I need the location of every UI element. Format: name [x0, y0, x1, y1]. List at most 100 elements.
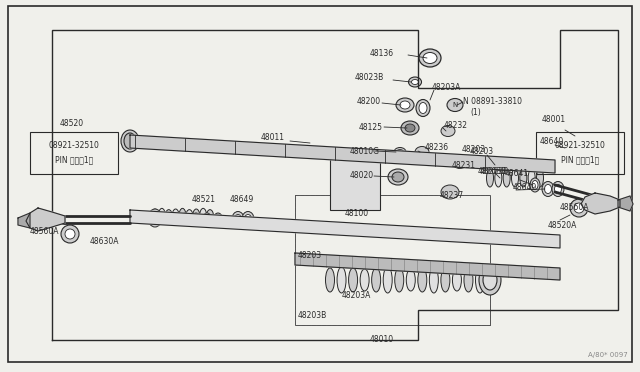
- Text: PIN ビン〈1〉: PIN ビン〈1〉: [55, 155, 93, 164]
- Ellipse shape: [545, 185, 552, 193]
- Ellipse shape: [464, 268, 473, 292]
- Text: 48640: 48640: [540, 138, 564, 147]
- Bar: [295, 195, 490, 325]
- Ellipse shape: [346, 160, 364, 176]
- Circle shape: [61, 225, 79, 243]
- Ellipse shape: [207, 210, 214, 222]
- Text: 48010G: 48010G: [350, 147, 380, 155]
- Ellipse shape: [483, 270, 497, 290]
- Ellipse shape: [419, 103, 427, 113]
- Ellipse shape: [408, 77, 422, 87]
- Text: (1): (1): [470, 109, 481, 118]
- Ellipse shape: [179, 208, 186, 224]
- Ellipse shape: [383, 267, 392, 293]
- Ellipse shape: [536, 169, 543, 187]
- Circle shape: [574, 203, 584, 213]
- Bar: [330, 155, 380, 210]
- Text: 48560A: 48560A: [30, 228, 60, 237]
- Text: 48641: 48641: [505, 169, 529, 177]
- Ellipse shape: [395, 268, 404, 292]
- Bar: [295, 195, 490, 325]
- Text: 48649: 48649: [513, 183, 537, 192]
- Text: 48125: 48125: [359, 122, 383, 131]
- Text: N 08891-33810: N 08891-33810: [463, 97, 522, 106]
- Text: 48203A: 48203A: [432, 83, 461, 93]
- Polygon shape: [618, 196, 633, 211]
- Ellipse shape: [200, 208, 207, 224]
- Ellipse shape: [554, 185, 561, 193]
- Text: 48203B: 48203B: [480, 167, 509, 176]
- Ellipse shape: [172, 209, 179, 223]
- Text: A/80* 0097: A/80* 0097: [588, 352, 628, 358]
- Ellipse shape: [400, 101, 410, 109]
- Ellipse shape: [372, 268, 381, 292]
- Ellipse shape: [401, 121, 419, 135]
- Ellipse shape: [452, 269, 461, 291]
- Text: 48203: 48203: [462, 145, 486, 154]
- Text: 48521: 48521: [192, 196, 216, 205]
- Ellipse shape: [416, 99, 430, 116]
- Ellipse shape: [339, 154, 371, 182]
- Ellipse shape: [397, 150, 403, 154]
- Ellipse shape: [152, 209, 159, 223]
- Ellipse shape: [495, 169, 502, 187]
- Ellipse shape: [486, 169, 493, 187]
- Ellipse shape: [234, 215, 241, 224]
- Ellipse shape: [242, 212, 254, 227]
- Ellipse shape: [121, 130, 139, 152]
- Text: 48203: 48203: [298, 250, 322, 260]
- Text: 48649: 48649: [230, 196, 254, 205]
- Ellipse shape: [412, 80, 419, 84]
- Ellipse shape: [349, 268, 358, 292]
- Ellipse shape: [392, 172, 404, 182]
- Text: 48520A: 48520A: [548, 221, 577, 230]
- Ellipse shape: [186, 210, 193, 222]
- Ellipse shape: [441, 268, 450, 292]
- Text: 48010: 48010: [370, 336, 394, 344]
- Text: 48001: 48001: [542, 115, 566, 125]
- Ellipse shape: [180, 213, 189, 225]
- Ellipse shape: [418, 268, 427, 292]
- Text: 48023B: 48023B: [355, 73, 384, 81]
- Bar: [536, 132, 624, 174]
- Ellipse shape: [202, 213, 211, 225]
- Text: 48232: 48232: [444, 122, 468, 131]
- Text: 48011: 48011: [261, 134, 285, 142]
- Text: 48237: 48237: [440, 190, 464, 199]
- Ellipse shape: [326, 268, 335, 292]
- Text: 48520: 48520: [60, 119, 84, 128]
- Polygon shape: [581, 193, 620, 214]
- Polygon shape: [26, 208, 65, 231]
- Text: 48203B: 48203B: [478, 167, 508, 176]
- Ellipse shape: [360, 269, 369, 291]
- Text: 48236: 48236: [425, 144, 449, 153]
- Ellipse shape: [447, 99, 463, 112]
- Ellipse shape: [552, 182, 564, 196]
- Polygon shape: [130, 210, 560, 248]
- Ellipse shape: [530, 178, 540, 192]
- Polygon shape: [130, 135, 555, 173]
- Ellipse shape: [520, 169, 527, 187]
- Text: 48200: 48200: [357, 97, 381, 106]
- Ellipse shape: [479, 265, 501, 295]
- Circle shape: [570, 199, 588, 217]
- Ellipse shape: [415, 147, 429, 157]
- Ellipse shape: [405, 124, 415, 132]
- Text: 48020: 48020: [350, 170, 374, 180]
- Ellipse shape: [124, 133, 136, 149]
- Ellipse shape: [441, 125, 455, 137]
- Ellipse shape: [406, 269, 415, 291]
- Ellipse shape: [532, 180, 538, 189]
- Ellipse shape: [511, 169, 518, 187]
- Ellipse shape: [452, 155, 468, 169]
- Ellipse shape: [333, 149, 378, 187]
- Text: 48231: 48231: [452, 160, 476, 170]
- Ellipse shape: [244, 215, 252, 224]
- Ellipse shape: [337, 267, 346, 293]
- Ellipse shape: [542, 182, 554, 196]
- Ellipse shape: [528, 169, 535, 187]
- Ellipse shape: [191, 213, 200, 225]
- Ellipse shape: [232, 212, 244, 227]
- Text: 48136: 48136: [370, 48, 394, 58]
- Text: 48203: 48203: [470, 148, 494, 157]
